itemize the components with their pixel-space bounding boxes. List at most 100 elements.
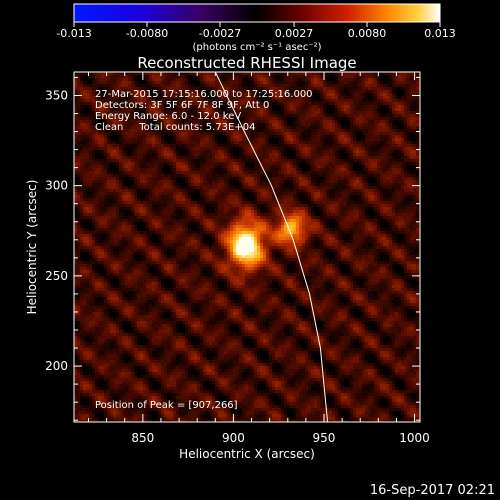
- heatmap-cell: [386, 195, 389, 198]
- heatmap-cell: [251, 78, 254, 81]
- heatmap-cell: [188, 174, 191, 177]
- heatmap-cell: [320, 90, 323, 93]
- heatmap-cell: [344, 183, 347, 186]
- heatmap-cell: [233, 87, 236, 90]
- heatmap-cell: [179, 111, 182, 114]
- heatmap-cell: [245, 105, 248, 108]
- heatmap-cell: [302, 81, 305, 84]
- heatmap-cell: [74, 141, 77, 144]
- heatmap-cell: [383, 174, 386, 177]
- heatmap-cell: [176, 171, 179, 174]
- heatmap-cell: [293, 156, 296, 159]
- heatmap-cell: [152, 189, 155, 192]
- heatmap-cell: [317, 75, 320, 78]
- heatmap-cell: [284, 198, 287, 201]
- heatmap-cell: [77, 99, 80, 102]
- heatmap-cell: [401, 183, 404, 186]
- heatmap-cell: [134, 126, 137, 129]
- heatmap-cell: [329, 177, 332, 180]
- heatmap-cell: [311, 147, 314, 150]
- heatmap-cell: [251, 195, 254, 198]
- heatmap-cell: [122, 195, 125, 198]
- heatmap-cell: [218, 159, 221, 162]
- heatmap-cell: [86, 195, 89, 198]
- heatmap-cell: [80, 99, 83, 102]
- heatmap-cell: [245, 132, 248, 135]
- heatmap-cell: [335, 162, 338, 165]
- heatmap-cell: [386, 93, 389, 96]
- heatmap-cell: [119, 123, 122, 126]
- heatmap-cell: [209, 147, 212, 150]
- heatmap-cell: [302, 120, 305, 123]
- heatmap-cell: [359, 156, 362, 159]
- heatmap-cell: [119, 81, 122, 84]
- heatmap-cell: [383, 147, 386, 150]
- heatmap-cell: [341, 189, 344, 192]
- heatmap-cell: [311, 129, 314, 132]
- heatmap-cell: [245, 72, 248, 75]
- heatmap-cell: [284, 72, 287, 75]
- heatmap-cell: [326, 147, 329, 150]
- heatmap-cell: [230, 183, 233, 186]
- heatmap-cell: [338, 105, 341, 108]
- heatmap-cell: [227, 114, 230, 117]
- heatmap-cell: [260, 114, 263, 117]
- heatmap-cell: [170, 111, 173, 114]
- heatmap-cell: [287, 165, 290, 168]
- heatmap-cell: [302, 117, 305, 120]
- heatmap-cell: [182, 90, 185, 93]
- heatmap-cell: [401, 75, 404, 78]
- heatmap-cell: [83, 147, 86, 150]
- heatmap-cell: [404, 198, 407, 201]
- heatmap-cell: [398, 171, 401, 174]
- heatmap-cell: [122, 156, 125, 159]
- heatmap-cell: [74, 177, 77, 180]
- heatmap-cell: [209, 72, 212, 75]
- heatmap-cell: [176, 144, 179, 147]
- heatmap-cell: [98, 90, 101, 93]
- heatmap-cell: [275, 96, 278, 99]
- heatmap-cell: [98, 114, 101, 117]
- heatmap-cell: [167, 108, 170, 111]
- heatmap-cell: [185, 90, 188, 93]
- heatmap-cell: [332, 165, 335, 168]
- heatmap-cell: [410, 165, 413, 168]
- heatmap-cell: [155, 126, 158, 129]
- heatmap-cell: [374, 174, 377, 177]
- heatmap-cell: [347, 150, 350, 153]
- heatmap-cell: [149, 129, 152, 132]
- heatmap-cell: [326, 141, 329, 144]
- heatmap-cell: [89, 99, 92, 102]
- heatmap-cell: [230, 117, 233, 120]
- heatmap-cell: [182, 81, 185, 84]
- heatmap-cell: [344, 102, 347, 105]
- heatmap-cell: [260, 123, 263, 126]
- heatmap-cell: [344, 192, 347, 195]
- heatmap-cell: [179, 96, 182, 99]
- heatmap-cell: [362, 99, 365, 102]
- heatmap-cell: [203, 123, 206, 126]
- heatmap-cell: [329, 189, 332, 192]
- heatmap-cell: [329, 108, 332, 111]
- heatmap-cell: [218, 102, 221, 105]
- heatmap-cell: [179, 132, 182, 135]
- heatmap-cell: [281, 99, 284, 102]
- heatmap-cell: [311, 78, 314, 81]
- heatmap-cell: [374, 75, 377, 78]
- heatmap-cell: [254, 138, 257, 141]
- heatmap-cell: [371, 138, 374, 141]
- heatmap-cell: [335, 90, 338, 93]
- heatmap-cell: [131, 171, 134, 174]
- heatmap-cell: [134, 198, 137, 201]
- heatmap-cell: [305, 177, 308, 180]
- heatmap-cell: [401, 165, 404, 168]
- heatmap-cell: [359, 183, 362, 186]
- heatmap-cell: [134, 99, 137, 102]
- heatmap-cell: [335, 153, 338, 156]
- heatmap-cell: [263, 108, 266, 111]
- heatmap-cell: [410, 141, 413, 144]
- heatmap-cell: [341, 75, 344, 78]
- heatmap-cell: [353, 189, 356, 192]
- heatmap-cell: [371, 105, 374, 108]
- heatmap-cell: [86, 126, 89, 129]
